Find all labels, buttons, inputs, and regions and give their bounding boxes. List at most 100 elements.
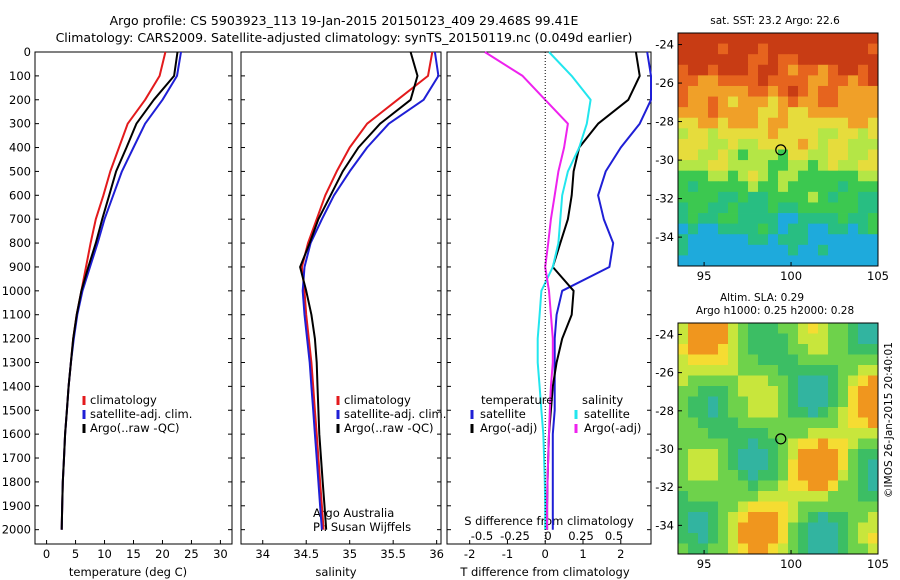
sla-map-cell [858,459,869,471]
sst-map-cell [838,202,849,214]
sst-map-cell [768,255,779,267]
sla-map-cell [778,323,789,334]
sst-map-cell [838,54,849,66]
sst-map-cell [818,75,829,87]
sla-map-cell [798,323,809,334]
sla-map-cell [718,323,729,334]
sst-map-cell [838,213,849,225]
depth-tick-label: 1800 [2,475,31,489]
sla-map-cell [678,533,689,544]
sla-map-cell [828,449,839,460]
sst-map-cell [848,255,859,267]
sla-map-cell [748,396,759,408]
sst-map-cell [778,43,789,55]
difference-series-line [536,51,592,530]
sst-map-cell [718,138,729,150]
sla-map-cell [758,491,769,502]
sst-map-cell [838,117,849,129]
sla-map-cell [678,470,689,481]
sla-map-cell [698,459,709,471]
sla-map-cell [738,449,749,460]
sla-map-cell [848,344,859,355]
sla-map-cell [838,333,849,345]
sla-map-cell [708,386,719,397]
sst-map-ytick-label: -34 [655,230,674,244]
sst-map-cell [778,223,789,235]
sla-map-cell [738,354,749,366]
sst-map-cell [708,160,719,172]
sla-map-cell [688,491,699,502]
sla-map-cell [748,375,759,387]
sst-map-cell [758,160,769,172]
sla-map-cell [748,438,759,450]
sst-map-cell [828,54,839,66]
sla-map-cell [748,470,759,481]
sst-map-cell [848,234,859,246]
sla-map-cell [808,396,819,408]
sla-map-cell [718,417,729,429]
difference-xtick-label: 0 [542,547,549,561]
depth-tick-label: 300 [9,117,31,131]
s-difference-tick-label: 0.25 [568,529,594,543]
sla-map-cell [698,491,709,502]
sla-map-cell [758,512,769,523]
sla-map-cell [818,512,829,523]
sst-map-cell [818,170,829,182]
sla-map-cell [728,417,739,429]
sst-map-cell [848,117,859,129]
sst-map-cell [858,138,869,150]
sst-map-cell [758,64,769,76]
sst-map-cell [768,234,779,246]
sst-map-cell [818,160,829,172]
sla-map-cell [848,480,859,492]
sst-map-cell [718,64,729,76]
sst-map-cell [788,96,799,108]
sst-map-cell [718,117,729,129]
sst-map-cell [758,128,769,140]
sst-map-cell [858,54,869,66]
sla-map-cell [838,491,849,502]
sla-map-cell [798,491,809,502]
sla-map-cell [698,438,709,450]
sla-map-cell [788,480,799,492]
sla-map-cell [708,459,719,471]
sla-map-cell [788,386,799,397]
sla-map-cell [688,375,699,387]
sst-map-cell [698,128,709,140]
sla-map-cell [768,459,779,471]
sst-map-cell [678,149,689,161]
sst-map-cell [778,128,789,140]
sla-map-cell [868,407,879,418]
sst-map-cell [858,160,869,172]
sla-map-cell [848,354,859,366]
sla-map-cell [768,543,779,555]
sst-map-cell [718,244,729,256]
sst-map-cell [718,75,729,87]
sst-map-cell [698,191,709,203]
salinity-series-line [300,51,434,530]
sla-map-cell [778,386,789,397]
sla-map-cell [768,533,779,544]
sla-map-cell [728,543,739,555]
sla-map-cell [868,449,879,460]
sla-map-cell [798,512,809,523]
sla-map-cell [848,417,859,429]
sst-map-cell [738,85,749,97]
sst-map-cell [738,223,749,235]
sla-map-cell [738,417,749,429]
sst-map-cell [868,170,879,182]
sla-map-cell [708,512,719,523]
sla-map-cell [718,365,729,376]
sst-map-cell [758,33,769,44]
salinity-note-institution: Argo Australia [313,506,394,520]
sla-map-cell [828,333,839,345]
sla-map-cell [738,344,749,355]
sla-map-cell [808,386,819,397]
depth-tick-label: 1300 [2,355,31,369]
sst-map-cell [788,255,799,267]
difference-legend-label: Argo(-adj) [584,421,641,435]
sst-map-cell [718,191,729,203]
sst-map-cell [698,255,709,267]
sst-map-cell [858,191,869,203]
sst-map-cell [828,170,839,182]
